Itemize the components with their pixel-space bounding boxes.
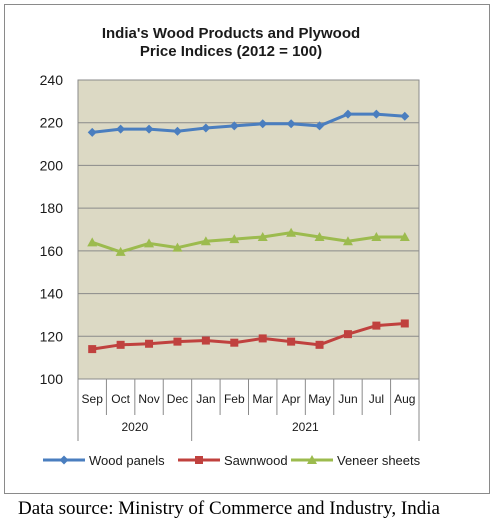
data-point-sawnwood-may xyxy=(315,340,324,349)
data-point-veneer-sheets-apr xyxy=(286,227,297,237)
x-tick-label-may: May xyxy=(308,392,331,406)
legend-label-sawnwood: Sawnwood xyxy=(224,453,288,468)
data-point-wood-panels-jun xyxy=(343,109,353,119)
y-tick-label-160: 160 xyxy=(40,243,64,259)
data-point-wood-panels-jan xyxy=(201,123,211,133)
chart-frame: India's Wood Products and Plywood Price I… xyxy=(4,4,490,494)
x-tick-label-nov: Nov xyxy=(138,392,159,406)
data-point-veneer-sheets-feb xyxy=(229,234,240,244)
data-point-sawnwood-nov xyxy=(145,339,154,348)
x-tick-label-aug: Aug xyxy=(394,392,415,406)
data-point-wood-panels-may xyxy=(315,121,325,131)
data-point-wood-panels-aug xyxy=(400,111,410,121)
y-tick-label-200: 200 xyxy=(40,157,64,173)
x-tick-label-oct: Oct xyxy=(111,392,130,406)
data-point-sawnwood-jun xyxy=(343,330,352,339)
y-tick-label-140: 140 xyxy=(40,286,64,302)
data-point-wood-panels-feb xyxy=(229,121,239,131)
legend-marker-wood-panels xyxy=(59,455,69,465)
data-point-veneer-sheets-aug xyxy=(399,231,410,241)
legend-label-wood-panels: Wood panels xyxy=(89,453,165,468)
y-tick-label-240: 240 xyxy=(40,72,64,88)
data-point-wood-panels-nov xyxy=(144,124,154,134)
data-source-note: Data source: Ministry of Commerce and In… xyxy=(18,498,440,519)
data-point-veneer-sheets-mar xyxy=(257,231,268,241)
x-tick-label-mar: Mar xyxy=(252,392,273,406)
data-point-sawnwood-aug xyxy=(400,319,409,328)
x-tick-label-sep: Sep xyxy=(82,392,104,406)
data-point-sawnwood-jul xyxy=(372,321,381,330)
data-point-veneer-sheets-nov xyxy=(144,238,155,248)
data-point-sawnwood-dec xyxy=(173,337,182,346)
y-tick-label-220: 220 xyxy=(40,115,64,131)
data-point-veneer-sheets-sep xyxy=(87,237,98,247)
y-tick-label-180: 180 xyxy=(40,200,64,216)
series-line-veneer-sheets xyxy=(91,231,405,254)
data-point-veneer-sheets-oct xyxy=(115,246,126,256)
data-point-wood-panels-jul xyxy=(371,109,381,119)
data-point-sawnwood-mar xyxy=(258,334,267,343)
series-line-sawnwood xyxy=(91,321,405,351)
x-tick-label-apr: Apr xyxy=(282,392,301,406)
y-tick-label-120: 120 xyxy=(40,328,64,344)
data-point-sawnwood-oct xyxy=(116,340,125,349)
x-tick-label-feb: Feb xyxy=(224,392,245,406)
legend-marker-veneer-sheets xyxy=(307,455,317,464)
chart-title-line-2: Price Indices (2012 = 100) xyxy=(140,43,322,60)
data-point-sawnwood-apr xyxy=(287,337,296,346)
data-point-wood-panels-apr xyxy=(286,119,296,129)
chart-title-line-1: India's Wood Products and Plywood xyxy=(102,25,360,42)
series-line-wood-panels xyxy=(92,112,405,134)
year-group-label-2020: 2020 xyxy=(121,420,148,434)
x-tick-label-jun: Jun xyxy=(338,392,357,406)
x-tick-label-dec: Dec xyxy=(167,392,188,406)
legend-marker-sawnwood xyxy=(195,456,203,464)
year-group-label-2021: 2021 xyxy=(292,420,319,434)
data-point-veneer-sheets-dec xyxy=(172,242,183,252)
data-point-veneer-sheets-jul xyxy=(371,231,382,241)
data-point-sawnwood-sep xyxy=(88,345,97,354)
data-point-veneer-sheets-jun xyxy=(342,236,353,246)
data-point-sawnwood-jan xyxy=(201,336,210,345)
data-point-wood-panels-sep xyxy=(87,127,97,137)
data-point-veneer-sheets-jan xyxy=(200,236,211,246)
data-point-wood-panels-dec xyxy=(172,126,182,136)
data-point-veneer-sheets-may xyxy=(314,231,325,241)
data-point-wood-panels-oct xyxy=(116,124,126,134)
x-tick-label-jul: Jul xyxy=(369,392,384,406)
y-tick-label-100: 100 xyxy=(40,371,64,387)
data-point-wood-panels-mar xyxy=(258,119,268,129)
data-point-sawnwood-feb xyxy=(230,338,239,347)
legend-label-veneer-sheets: Veneer sheets xyxy=(337,453,421,468)
x-tick-label-jan: Jan xyxy=(196,392,215,406)
